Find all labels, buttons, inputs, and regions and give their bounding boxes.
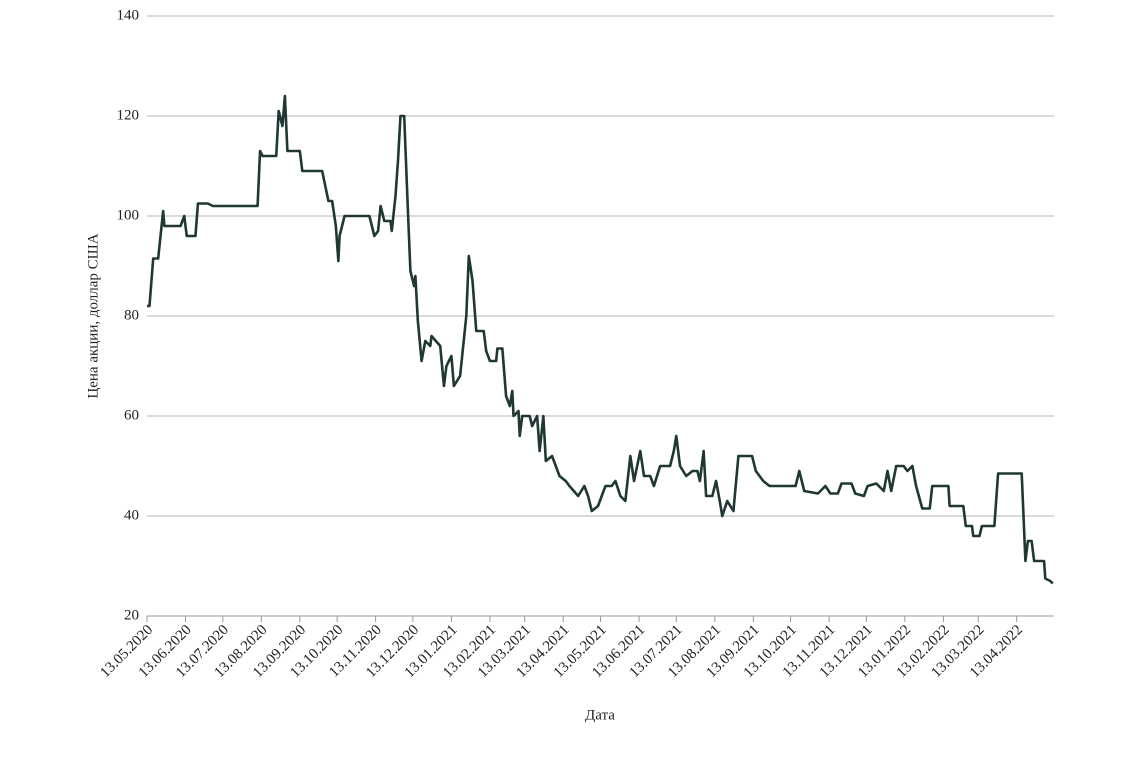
y-tick-label: 20 — [124, 607, 139, 623]
y-tick-label: 80 — [124, 307, 139, 323]
y-tick-label: 100 — [117, 207, 140, 223]
y-tick-label: 140 — [117, 7, 140, 23]
y-tick-label: 120 — [117, 107, 140, 123]
y-tick-label: 40 — [124, 507, 139, 523]
x-axis-label: Дата — [585, 707, 615, 723]
price-line — [147, 94, 1054, 585]
y-tick-label: 60 — [124, 407, 139, 423]
y-axis-label: Цена акции, доллар США — [85, 233, 101, 398]
